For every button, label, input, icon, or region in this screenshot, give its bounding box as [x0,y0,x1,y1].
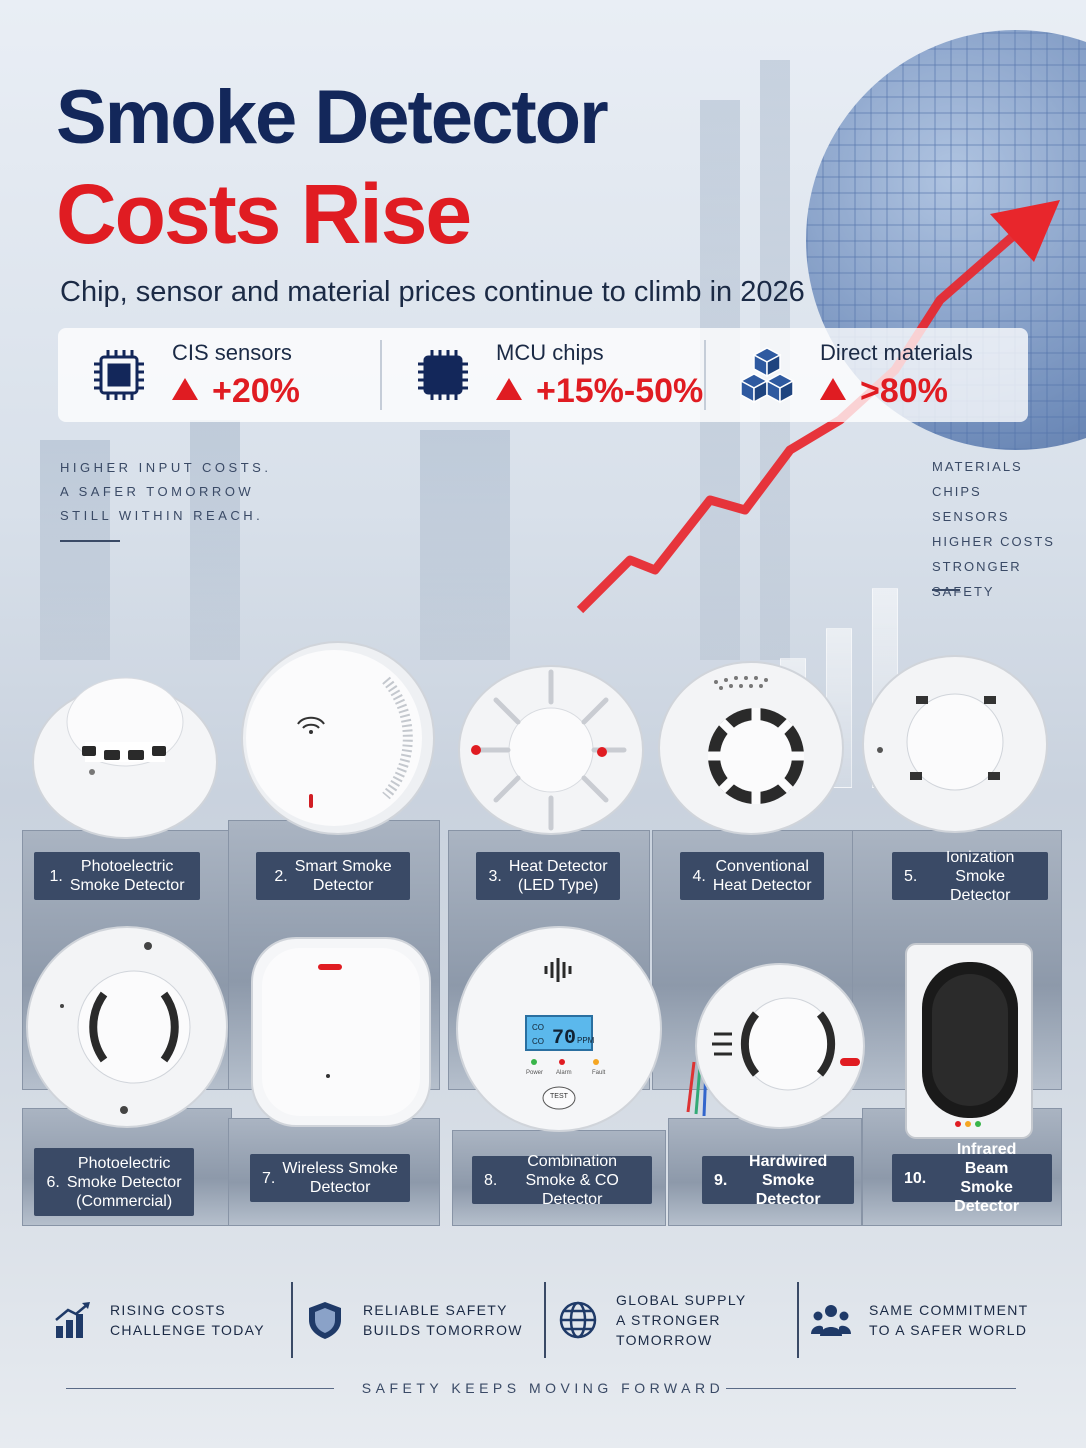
test-button-label: TEST [550,1093,569,1100]
combination-smoke-co-detector-image: CO CO 70 PPM Power Alarm Fault TEST [456,926,662,1132]
product-label-1: 1. Photoelectric Smoke Detector [34,852,200,900]
product-label-9: 9. Hardwired Smoke Detector [702,1153,854,1208]
conventional-heat-detector-image [658,661,844,835]
divider [66,1388,334,1389]
product-label-5: 5. Ionization Smoke Detector [892,849,1048,904]
people-icon [811,1305,851,1336]
chip-icon [94,350,144,400]
shield-icon [309,1302,341,1339]
divider [60,540,120,542]
stat-value: +15%-50% [496,372,703,411]
co-unit: PPM [577,1036,595,1045]
photoelectric-smoke-detector-image [32,677,218,839]
co-label: CO [532,1023,544,1032]
stat-label: MCU chips [496,339,604,365]
title-line-1: Smoke Detector [56,75,609,160]
stat-label: Direct materials [820,339,973,365]
hardwired-smoke-detector-image [686,963,865,1129]
product-label-10: 10. Infrared Beam Smoke Detector [892,1141,1052,1215]
footer-text: RISING COSTS CHALLENGE TODAY [110,1302,265,1338]
up-triangle-icon [172,377,198,400]
up-triangle-icon [496,377,522,400]
cubes-icon [739,347,795,404]
footer-item-reliable-safety: RELIABLE SAFETY BUILDS TOMORROW [291,1282,544,1358]
svg-text:Fault: Fault [592,1070,606,1076]
tagline: SAFETY KEEPS MOVING FORWARD [361,1380,725,1396]
stat-value: >80% [820,372,973,411]
stat-value: +20% [172,372,300,411]
svg-text:CO: CO [532,1037,544,1046]
product-label-2: 2. Smart Smoke Detector [256,852,410,900]
chip-icon [418,350,468,400]
bar-chart-icon [55,1302,90,1338]
svg-text:Alarm: Alarm [556,1070,572,1076]
product-label-7: 7. Wireless Smoke Detector [250,1154,410,1202]
co-reading: 70 [552,1027,576,1050]
stat-direct-materials: Direct materials >80% [704,340,1028,410]
divider [726,1388,1016,1389]
infrared-beam-detector-image [905,943,1033,1139]
ionization-smoke-detector-image [862,655,1048,833]
product-label-6: 6. Photoelectric Smoke Detector (Commercial… [34,1148,194,1216]
footer-item-global-supply: GLOBAL SUPPLY A STRONGER TOMORROW [544,1282,797,1358]
note-right: MATERIALS CHIPS SENSORS HIGHER COSTS STRONGE… [932,459,1055,599]
stat-label: CIS sensors [172,339,292,365]
note-left: HIGHER INPUT COSTS. A SAFER TOMORROW STILL… [60,460,272,523]
up-triangle-icon [820,377,846,400]
title-line-2: Costs Rise [56,167,472,261]
smart-smoke-detector-image [241,641,435,835]
footer-text: SAME COMMITMENT TO A SAFER WORLD [869,1302,1029,1338]
footer-item-rising-costs: RISING COSTS CHALLENGE TODAY [40,1282,291,1358]
product-label-8: 8. Combination Smoke & CO Detector [472,1153,652,1208]
wireless-smoke-detector-image [251,937,431,1127]
product-label-3: 3. Heat Detector (LED Type) [476,852,620,900]
footer-text: RELIABLE SAFETY BUILDS TOMORROW [363,1302,523,1338]
svg-text:Power: Power [526,1070,543,1076]
subtitle: Chip, sensor and material prices continu… [60,276,805,308]
footer-values: RISING COSTS CHALLENGE TODAY RELIABLE SA… [40,1282,1050,1358]
footer-text: GLOBAL SUPPLY A STRONGER TOMORROW [616,1292,747,1348]
stat-mcu-chips: MCU chips +15%-50% [380,340,704,410]
globe-icon [559,1301,597,1339]
heat-detector-led-image [458,665,644,835]
footer-item-same-commitment: SAME COMMITMENT TO A SAFER WORLD [797,1282,1050,1358]
price-stats-panel: CIS sensors +20% MCU chips +15%-50% Dire… [58,328,1028,422]
commercial-photoelectric-detector-image [26,926,228,1128]
product-label-4: 4. Conventional Heat Detector [680,852,824,900]
stat-cis-sensors: CIS sensors +20% [58,340,380,410]
divider [932,589,960,591]
